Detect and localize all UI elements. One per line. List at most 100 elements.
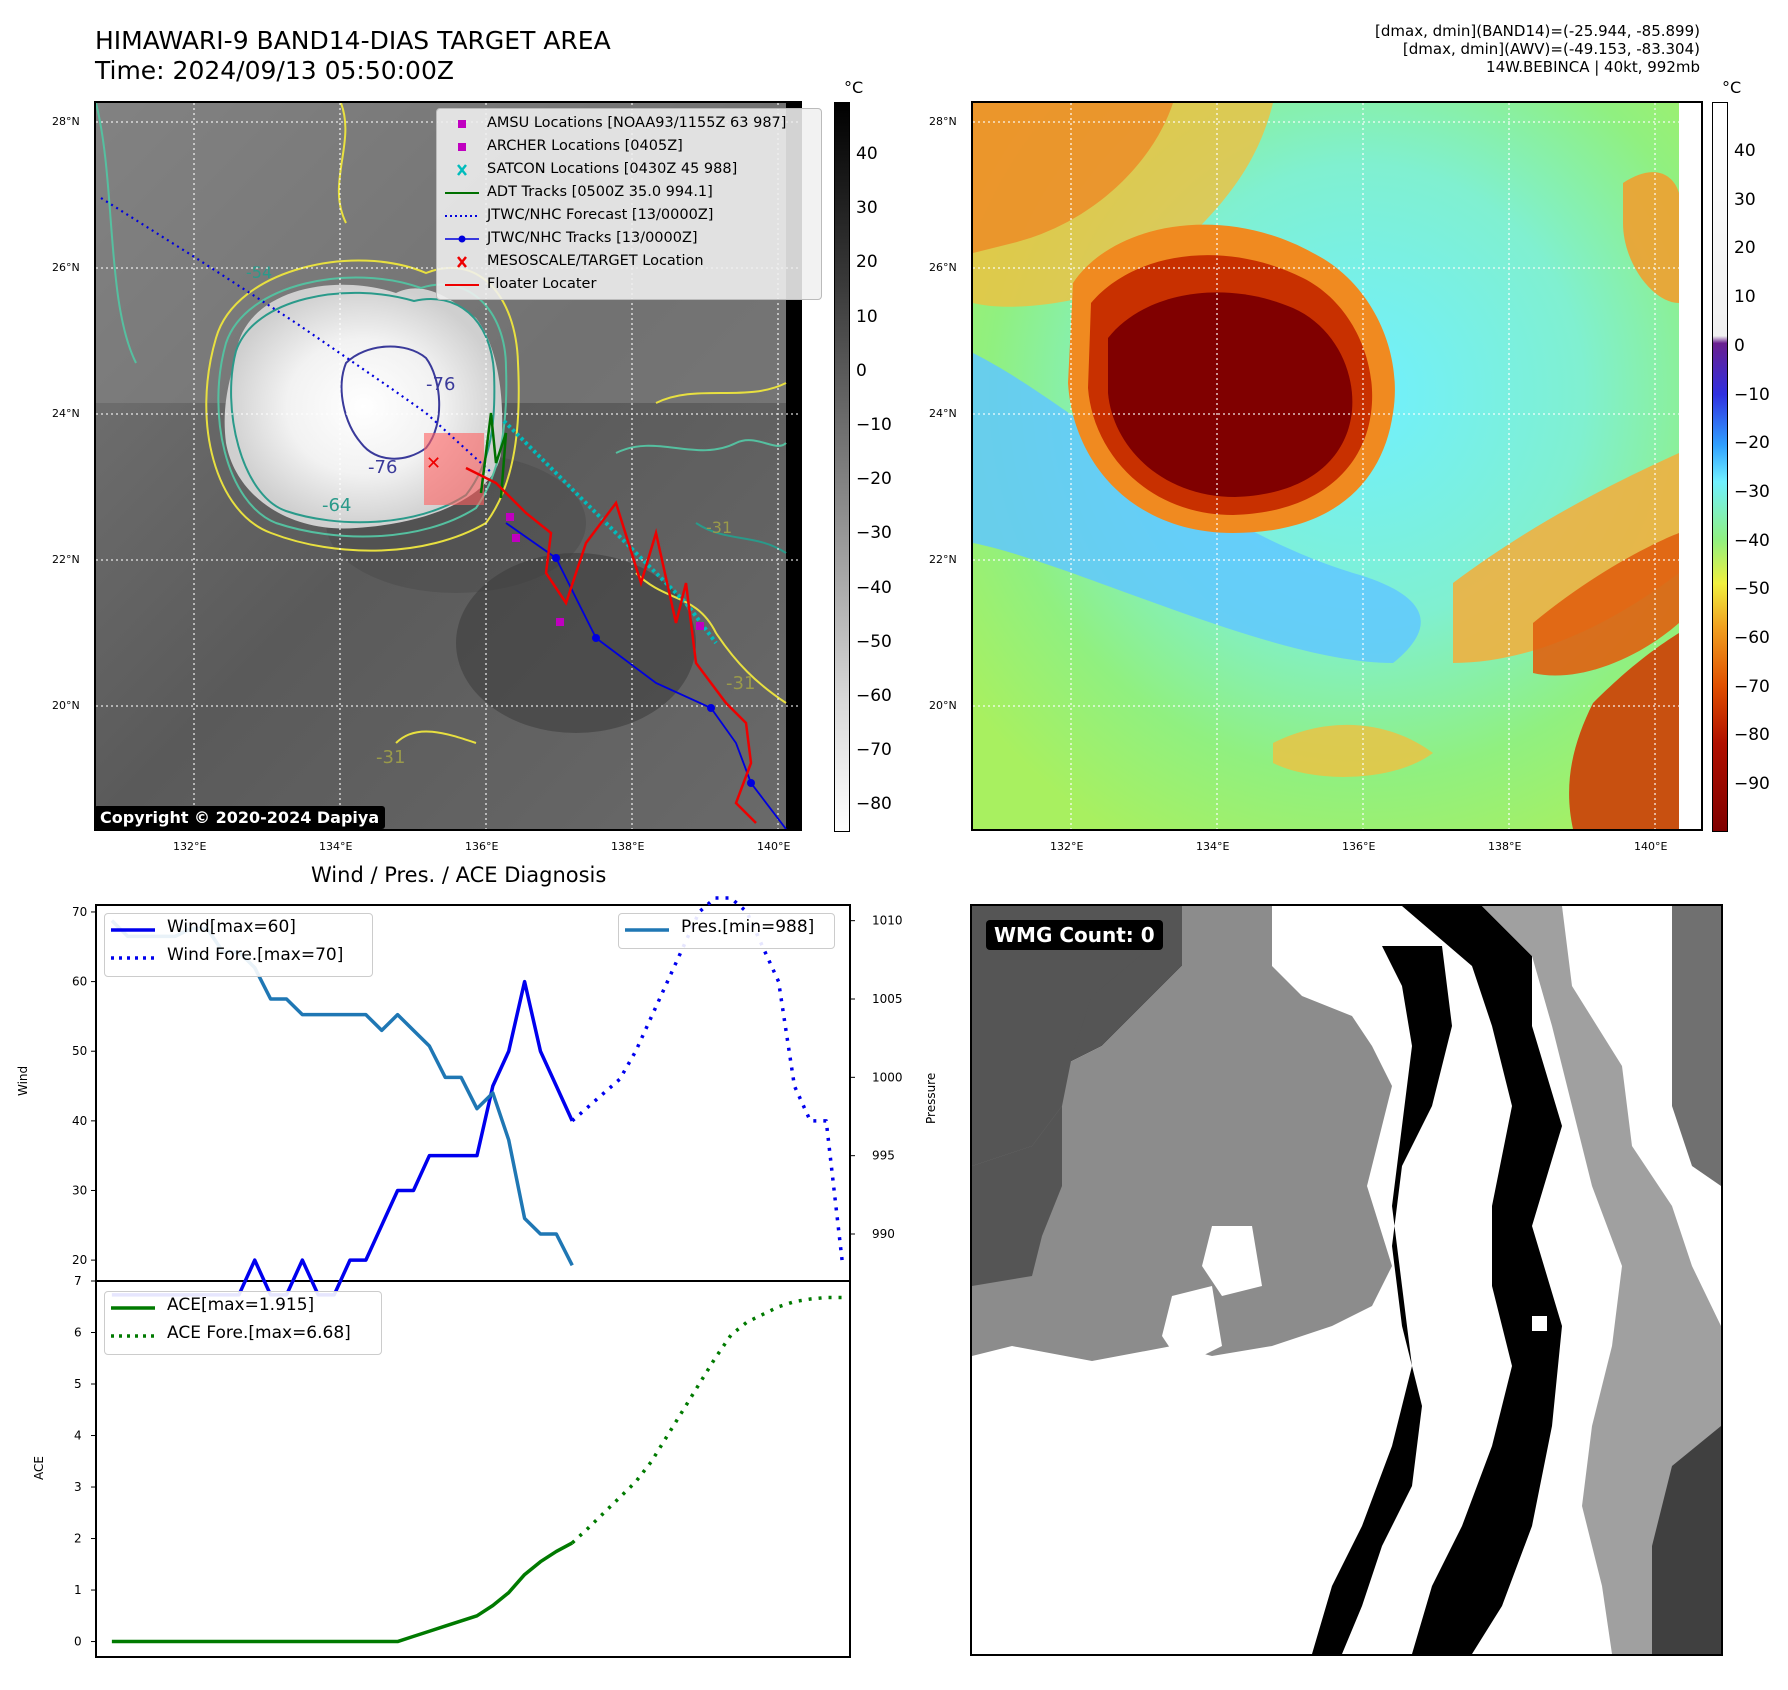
awv-gridlines — [973, 103, 1679, 829]
ace-tick-label: 7 — [74, 1274, 82, 1288]
legend-item: ADT Tracks [0500Z 35.0 994.1] — [437, 182, 821, 204]
lat-label: 22°N — [52, 553, 80, 566]
colorbar-tick: −50 — [856, 631, 892, 652]
chart-time: Time: 2024/09/13 05:50:00Z — [95, 56, 454, 85]
colorbar-unit: °C — [1722, 78, 1742, 97]
colorbar-tick: 30 — [856, 198, 878, 219]
jtwc-forecast-dotted-icon — [445, 215, 479, 217]
legend-item: SATCON Locations [0430Z 45 988] — [437, 159, 821, 181]
legend-item: JTWC/NHC Forecast [13/0000Z] — [437, 205, 821, 227]
colorbar-tick: 10 — [856, 306, 878, 327]
adt-track — [479, 412, 508, 499]
pressure-tick-label: 995 — [872, 1149, 895, 1163]
pressure-tick-label: 990 — [872, 1227, 895, 1241]
target-x-marker: ✕ — [426, 453, 441, 474]
wind-pressure-chart: 70 60 50 40 30 20 1010 1005 1000 995 990 7 6 5 4 3 2 1 0 — [72, 896, 903, 1658]
colorbar-tick: 40 — [856, 144, 878, 164]
legend-label: MESOSCALE/TARGET Location — [487, 253, 704, 269]
wmg-count-badge: WMG Count: 0 — [986, 920, 1163, 950]
jtwc-track-icon — [445, 235, 479, 243]
lat-label: 24°N — [929, 407, 957, 420]
legend-label: Wind Fore.[max=70] — [167, 945, 344, 965]
lat-label: 20°N — [929, 699, 957, 712]
pressure-tick-label: 1005 — [872, 992, 903, 1006]
pressure-tick-label: 1000 — [872, 1070, 903, 1084]
awv-map-panel — [971, 101, 1703, 831]
colorbar-tick: 20 — [1734, 238, 1756, 259]
colorbar-tick: −70 — [1734, 676, 1770, 697]
legend-item: AMSU Locations [NOAA93/1155Z 63 987] — [437, 113, 821, 135]
info-block: [dmax, dmin](BAND14)=(-25.944, -85.899) … — [1100, 22, 1700, 76]
wind-tick-label: 30 — [72, 1183, 87, 1197]
ace-tick-label: 2 — [74, 1532, 82, 1546]
colorbar-tick: −30 — [1734, 481, 1770, 502]
diagnosis-title: Wind / Pres. / ACE Diagnosis — [311, 863, 607, 887]
lon-label: 134°E — [1196, 840, 1230, 853]
copyright-badge: Copyright © 2020-2024 Dapiya — [94, 806, 386, 829]
jtwc-forecast-track — [100, 197, 493, 474]
colorbar-tick: 20 — [856, 252, 878, 273]
lat-label: 24°N — [52, 407, 80, 420]
lat-label: 22°N — [929, 553, 957, 566]
lat-label: 26°N — [52, 261, 80, 274]
wind-tick-label: 70 — [72, 905, 87, 919]
contour-label: -31 — [726, 673, 755, 694]
ace-tick-label: 0 — [74, 1635, 82, 1649]
colorbar-tick: −70 — [856, 740, 892, 761]
lon-label: 132°E — [173, 840, 207, 853]
lon-label: 140°E — [1634, 840, 1668, 853]
map-legend: AMSU Locations [NOAA93/1155Z 63 987] ARC… — [436, 108, 822, 300]
ace-tick-label: 1 — [74, 1583, 82, 1597]
wind-legend: Wind[max=60] Wind Fore.[max=70] — [104, 913, 373, 977]
ace-forecast-series-line — [571, 1295, 843, 1545]
info-line-band14: [dmax, dmin](BAND14)=(-25.944, -85.899) — [1375, 22, 1700, 40]
legend-item: ARCHER Locations [0405Z] — [437, 136, 821, 158]
ace-line-icon — [111, 1306, 155, 1310]
ace-axis-label: ACE — [32, 1456, 46, 1480]
ace-series-line — [111, 1541, 574, 1644]
lat-label: 28°N — [929, 115, 957, 128]
lon-label: 138°E — [1488, 840, 1522, 853]
legend-item: MESOSCALE/TARGET Location — [437, 251, 821, 273]
colorbar-tick: −40 — [1734, 530, 1770, 551]
legend-label: ACE Fore.[max=6.68] — [167, 1323, 351, 1343]
colorbar-tick: 10 — [1734, 287, 1756, 308]
legend-label: AMSU Locations [NOAA93/1155Z 63 987] — [487, 115, 787, 131]
colorbar-tick: −90 — [1734, 774, 1770, 795]
legend-label: Floater Locater — [487, 276, 597, 292]
colorbar-tick: −20 — [1734, 433, 1770, 454]
legend-item: Floater Locater — [437, 274, 821, 296]
pressure-tick-label: 1010 — [872, 914, 903, 928]
archer-markers — [506, 513, 704, 630]
colorbar-tick: −10 — [1734, 384, 1770, 405]
awv-map — [973, 103, 1701, 829]
wind-line-icon — [111, 928, 155, 932]
colorbar-tick: −20 — [856, 469, 892, 490]
legend-label: Pres.[min=988] — [681, 917, 815, 937]
contour-label: -31 — [706, 518, 732, 537]
colorbar-tick: 0 — [856, 360, 867, 381]
info-line-awv: [dmax, dmin](AWV)=(-49.153, -83.304) — [1402, 40, 1700, 58]
jtwc-track — [505, 522, 787, 829]
wind-forecast-series-line — [571, 896, 844, 1261]
satcon-x-icon — [457, 164, 467, 176]
pressure-line-icon — [625, 928, 669, 932]
ace-tick-label: 5 — [74, 1377, 82, 1391]
colorbar-tick: 0 — [1734, 335, 1745, 356]
info-line-storm: 14W.BEBINCA | 40kt, 992mb — [1486, 58, 1700, 76]
colorbar-tick: −40 — [856, 577, 892, 598]
contour-label: -31 — [376, 747, 405, 768]
colorbar-tick: −80 — [1734, 725, 1770, 746]
archer-square-icon — [458, 143, 466, 151]
colorbar-tick: −80 — [856, 794, 892, 815]
floater-track — [465, 466, 757, 824]
colorbar-tick: −60 — [1734, 628, 1770, 648]
ace-tick-label: 3 — [74, 1480, 82, 1494]
amsu-square-icon — [458, 120, 466, 128]
wind-tick-label: 60 — [72, 975, 87, 989]
wind-axis-label: Wind — [16, 1065, 30, 1096]
ace-forecast-line-icon — [111, 1334, 155, 1338]
legend-label: SATCON Locations [0430Z 45 988] — [487, 161, 738, 177]
floater-line-icon — [445, 284, 479, 286]
colorbar-tick: −50 — [1734, 579, 1770, 600]
